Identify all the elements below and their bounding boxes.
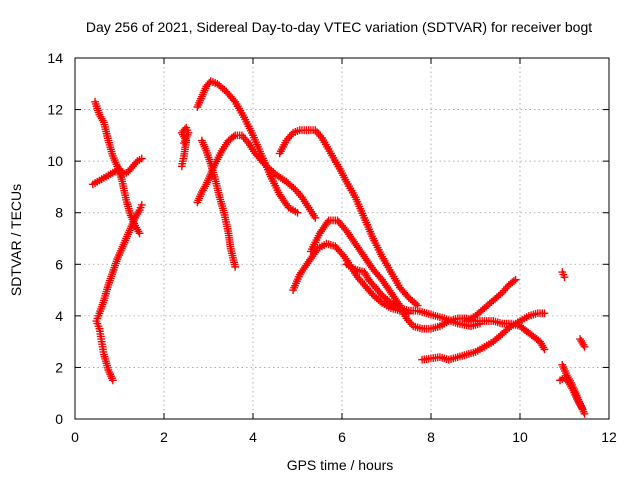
data-point bbox=[135, 229, 144, 238]
y-tick-label: 14 bbox=[47, 50, 63, 66]
y-tick-label: 2 bbox=[55, 359, 63, 375]
data-point bbox=[540, 309, 549, 318]
y-axis-tick-labels: 0 2 4 6 8 10 12 14 bbox=[47, 50, 63, 427]
y-tick-label: 10 bbox=[47, 153, 63, 169]
series-arc-7 bbox=[193, 77, 302, 217]
series-arc-12 bbox=[418, 309, 549, 364]
x-tick-label: 2 bbox=[160, 429, 168, 445]
x-tick-label: 8 bbox=[427, 429, 435, 445]
y-axis-label: SDTVAR / TECUs bbox=[8, 184, 24, 296]
data-point bbox=[511, 275, 520, 284]
x-axis-label: GPS time / hours bbox=[287, 457, 394, 473]
series-arc-8 bbox=[275, 126, 422, 310]
series-arc-2 bbox=[88, 154, 146, 189]
y-tick-label: 4 bbox=[55, 308, 63, 324]
x-axis-tick-labels: 0 2 4 6 8 10 12 bbox=[71, 429, 617, 445]
data-point bbox=[311, 213, 320, 222]
data-point bbox=[560, 273, 569, 282]
series-arc-15 bbox=[576, 335, 589, 351]
data-point bbox=[540, 345, 549, 354]
x-tick-label: 12 bbox=[601, 429, 617, 445]
data-point bbox=[476, 319, 484, 328]
series-arc-4 bbox=[177, 123, 193, 171]
data-point bbox=[580, 342, 589, 351]
data-point bbox=[137, 154, 146, 163]
x-tick-label: 6 bbox=[338, 429, 346, 445]
y-tick-label: 8 bbox=[55, 205, 63, 221]
chart-title: Day 256 of 2021, Sidereal Day-to-day VTE… bbox=[86, 19, 592, 35]
x-tick-label: 10 bbox=[512, 429, 528, 445]
series-arc-3 bbox=[92, 201, 146, 385]
y-tick-label: 0 bbox=[55, 411, 63, 427]
y-tick-label: 12 bbox=[47, 102, 63, 118]
data-point bbox=[578, 404, 587, 413]
data-point bbox=[580, 409, 589, 418]
series-arc-13 bbox=[462, 275, 520, 325]
series-arc-14 bbox=[558, 268, 569, 282]
axis-ticks bbox=[74, 57, 610, 420]
series-arc-17 bbox=[556, 373, 587, 413]
data-points bbox=[88, 77, 589, 418]
data-point bbox=[180, 139, 188, 147]
data-point bbox=[231, 262, 240, 271]
data-point bbox=[293, 208, 302, 217]
data-point bbox=[137, 201, 146, 209]
x-tick-label: 4 bbox=[249, 429, 257, 445]
grid bbox=[75, 58, 609, 419]
y-tick-label: 6 bbox=[55, 256, 63, 272]
series-arc-11 bbox=[342, 260, 484, 331]
x-tick-label: 0 bbox=[71, 429, 79, 445]
